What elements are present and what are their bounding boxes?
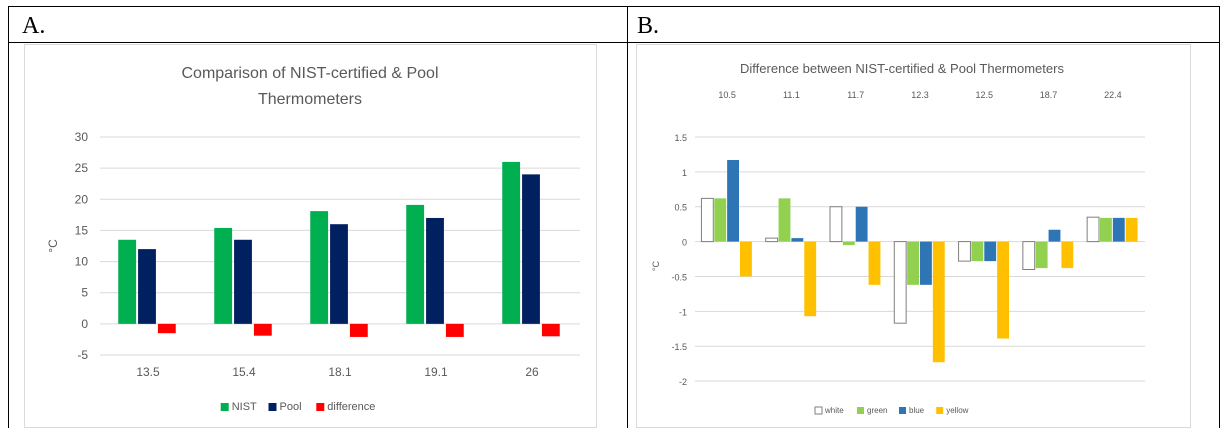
chart-a-bar-pool xyxy=(138,249,156,324)
chart-a-legend-label-pool: Pool xyxy=(280,401,302,413)
chart-b-title: Difference between NIST-certified & Pool… xyxy=(740,61,1064,76)
chart-a-title-line: Comparison of NIST-certified & Pool xyxy=(182,65,439,82)
chart-b-legend-swatch-yellow xyxy=(936,407,944,414)
chart-b-bar-yellow xyxy=(1061,241,1074,269)
chart-b-y-tick-label: -1 xyxy=(679,307,687,317)
chart-b: Difference between NIST-certified & Pool… xyxy=(651,61,1145,415)
chart-a-x-tick-label: 15.4 xyxy=(232,365,256,379)
chart-b-bar-green xyxy=(778,198,791,242)
chart-a-x-tick-label: 18.1 xyxy=(328,365,352,379)
chart-a-x-tick-label: 19.1 xyxy=(424,365,448,379)
chart-b-legend-label-green: green xyxy=(867,406,887,415)
chart-b-bar-green xyxy=(714,198,727,242)
chart-a-bar-difference xyxy=(349,323,368,337)
chart-b-bar-yellow xyxy=(868,241,881,285)
chart-b-x-tick-label: 11.1 xyxy=(783,90,800,100)
chart-b-area: Difference between NIST-certified & Pool… xyxy=(636,44,1191,428)
chart-a-legend-swatch-difference xyxy=(316,403,325,411)
chart-b-bar-green xyxy=(842,241,855,246)
chart-b-y-tick-label: -1.5 xyxy=(671,342,687,352)
chart-a-bar-difference xyxy=(157,323,176,334)
chart-a-area: Comparison of NIST-certified & Pool Therm… xyxy=(24,44,597,428)
chart-b-bar-yellow xyxy=(997,241,1009,339)
chart-b-bar-green xyxy=(1035,241,1048,269)
chart-b-legend-swatch-blue xyxy=(899,407,906,414)
chart-b-bar-blue xyxy=(791,238,804,242)
chart-a-bar-nist xyxy=(406,204,425,324)
chart-b-bar-white xyxy=(765,237,779,243)
chart-a-legend-label-nist: NIST xyxy=(232,401,257,413)
chart-b-x-tick-label: 18.7 xyxy=(1040,90,1058,100)
chart-a: Comparison of NIST-certified & Pool Therm… xyxy=(46,65,580,413)
chart-b-bar-green xyxy=(907,241,919,285)
chart-a-bar-difference xyxy=(445,323,464,337)
chart-a-bar-pool xyxy=(426,217,444,324)
chart-b-bar-white xyxy=(700,197,714,243)
chart-b-legend-swatch-white xyxy=(814,406,823,415)
chart-a-bar-nist xyxy=(118,239,137,324)
chart-b-bar-blue xyxy=(1048,229,1061,242)
chart-a-legend-label-difference: difference xyxy=(327,401,375,413)
chart-b-legend-swatch-green xyxy=(857,407,864,414)
chart-a-bar-pool xyxy=(234,239,252,324)
chart-a-y-tick-label: -5 xyxy=(77,348,88,362)
chart-a-y-tick-label: 0 xyxy=(81,317,88,331)
chart-b-y-tick-label: -0.5 xyxy=(671,272,687,282)
table-column-divider xyxy=(627,6,628,428)
chart-a-legend-swatch-pool xyxy=(268,403,277,411)
chart-b-bar-yellow xyxy=(740,241,752,277)
chart-b-bar-blue xyxy=(727,160,739,242)
chart-a-bar-pool xyxy=(522,174,540,324)
table-header-divider xyxy=(8,42,1220,43)
chart-b-x-tick-label: 12.5 xyxy=(976,90,994,100)
chart-b-bar-white xyxy=(1086,216,1100,243)
chart-b-bar-blue xyxy=(1112,217,1125,242)
chart-b-bar-yellow xyxy=(932,241,945,363)
chart-b-y-axis-label: °C xyxy=(651,260,661,271)
table-frame xyxy=(8,6,1220,428)
chart-a-bar-pool xyxy=(330,224,348,324)
chart-b-y-tick-label: 0.5 xyxy=(674,203,687,213)
chart-b-x-tick-label: 11.7 xyxy=(847,90,864,100)
chart-a-y-tick-label: 10 xyxy=(75,255,89,269)
panel-b-label: B. xyxy=(637,13,660,39)
chart-b-bar-white xyxy=(893,241,907,324)
chart-a-bar-nist xyxy=(502,161,521,324)
chart-b-legend-label-yellow: yellow xyxy=(946,406,968,415)
chart-b-legend-label-white: white xyxy=(824,406,844,415)
chart-b-y-tick-label: 1 xyxy=(682,168,687,178)
chart-b-y-tick-label: 0 xyxy=(682,238,687,248)
chart-b-bar-blue xyxy=(855,206,868,242)
chart-a-y-tick-label: 5 xyxy=(81,286,88,300)
chart-a-bar-nist xyxy=(310,211,329,324)
chart-b-bar-green xyxy=(971,241,984,262)
chart-a-bar-difference xyxy=(541,323,560,337)
chart-b-bar-white xyxy=(1022,241,1036,270)
chart-b-bar-yellow xyxy=(1125,217,1138,242)
chart-b-bar-white xyxy=(958,241,971,262)
chart-a-x-tick-label: 13.5 xyxy=(136,365,160,379)
chart-a-y-tick-label: 30 xyxy=(75,130,89,144)
chart-a-y-tick-label: 15 xyxy=(75,223,89,237)
chart-b-bar-blue xyxy=(920,241,932,285)
chart-b-bar-white xyxy=(829,206,843,243)
chart-b-y-tick-label: 1.5 xyxy=(674,133,687,143)
panel-a-label: A. xyxy=(22,13,46,39)
chart-b-bar-blue xyxy=(984,241,997,262)
chart-a-y-tick-label: 25 xyxy=(75,161,89,175)
chart-a-bar-nist xyxy=(214,227,233,324)
chart-b-bar-yellow xyxy=(804,241,817,317)
chart-a-bar-difference xyxy=(253,323,272,336)
chart-a-title-line: Thermometers xyxy=(258,91,362,108)
chart-a-y-axis-label: °C xyxy=(46,239,60,253)
chart-a-x-tick-label: 26 xyxy=(525,365,539,379)
chart-b-x-tick-label: 12.3 xyxy=(911,90,929,100)
chart-b-x-tick-label: 10.5 xyxy=(718,90,736,100)
chart-a-legend-swatch-nist xyxy=(220,403,229,411)
chart-b-x-tick-label: 22.4 xyxy=(1104,90,1122,100)
chart-b-y-tick-label: -2 xyxy=(679,377,687,387)
chart-b-bar-green xyxy=(1100,217,1112,242)
chart-a-y-tick-label: 20 xyxy=(75,192,89,206)
chart-b-legend-label-blue: blue xyxy=(909,406,925,415)
